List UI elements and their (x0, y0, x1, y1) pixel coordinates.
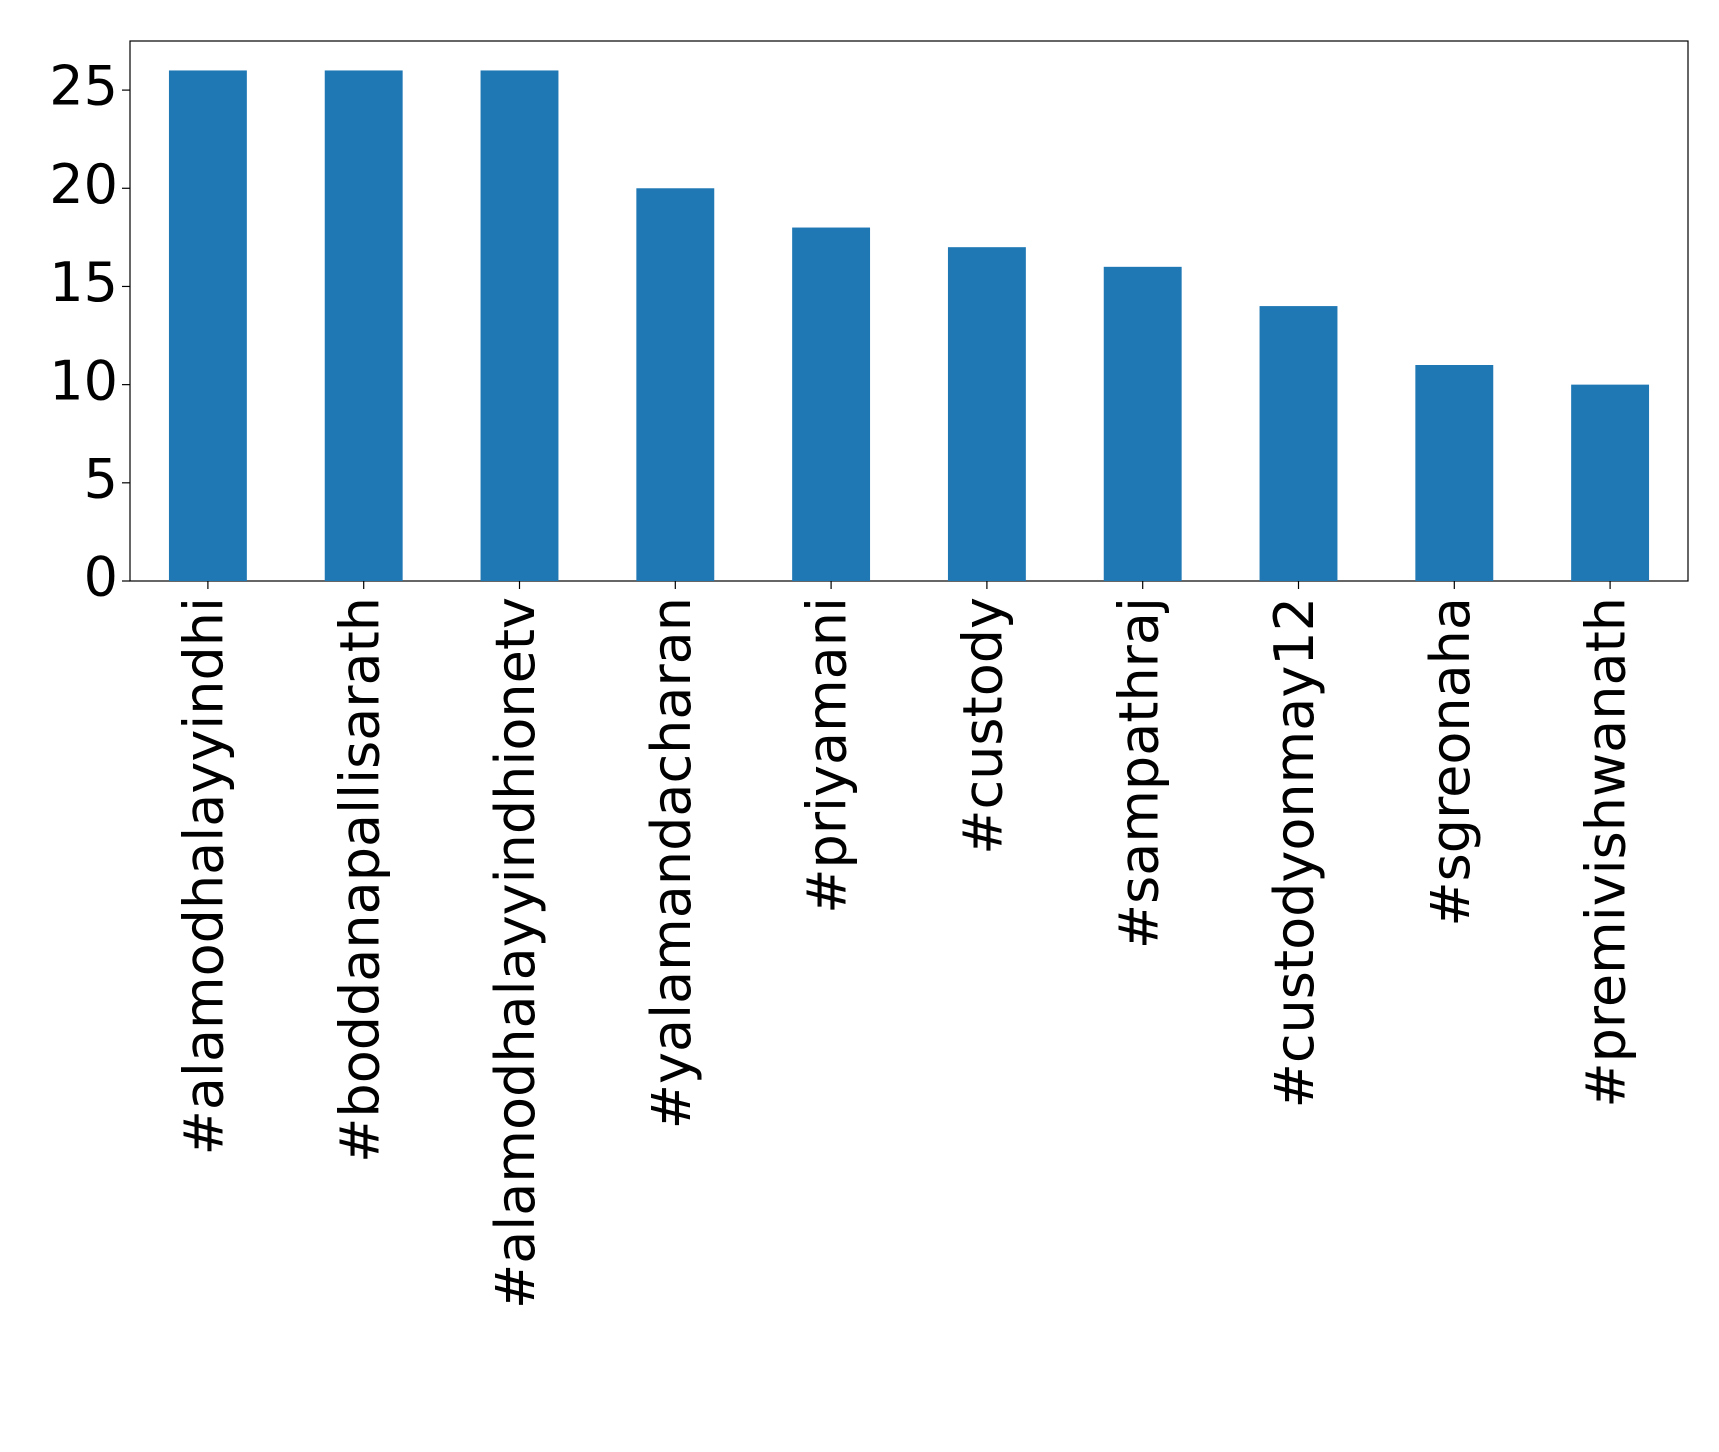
bar (1571, 384, 1650, 581)
bar (480, 70, 559, 582)
y-tick-label: 5 (84, 447, 118, 510)
y-tick-label: 10 (49, 349, 118, 412)
x-tick-label: #sgreonaha (1419, 597, 1482, 927)
y-tick-label: 20 (49, 153, 118, 216)
y-tick-label: 0 (84, 546, 118, 609)
bar (1103, 266, 1182, 581)
bar (1415, 365, 1494, 581)
y-tick-label: 15 (49, 251, 118, 314)
x-tick-label: #boddanapallisarath (328, 597, 391, 1163)
x-tick-label: #custody (952, 597, 1015, 855)
x-tick-label: #alamodhalayyindhionetv (484, 597, 547, 1309)
x-tick-label: #priyamani (796, 597, 859, 914)
x-tick-label: #sampathraj (1107, 597, 1170, 949)
bar (324, 70, 403, 582)
y-tick-label: 25 (49, 55, 118, 118)
bar (792, 227, 871, 581)
bar (1259, 306, 1338, 581)
bar (947, 247, 1026, 581)
bar (636, 188, 715, 582)
x-tick-label: #premivishwanath (1575, 597, 1638, 1108)
bar (168, 70, 247, 582)
plot-frame (129, 40, 1689, 582)
x-tick-label: #alamodhalayyindhi (173, 597, 236, 1155)
x-tick-label: #yalamandacharan (640, 597, 703, 1129)
x-tick-label: #custodyonmay12 (1263, 597, 1326, 1108)
